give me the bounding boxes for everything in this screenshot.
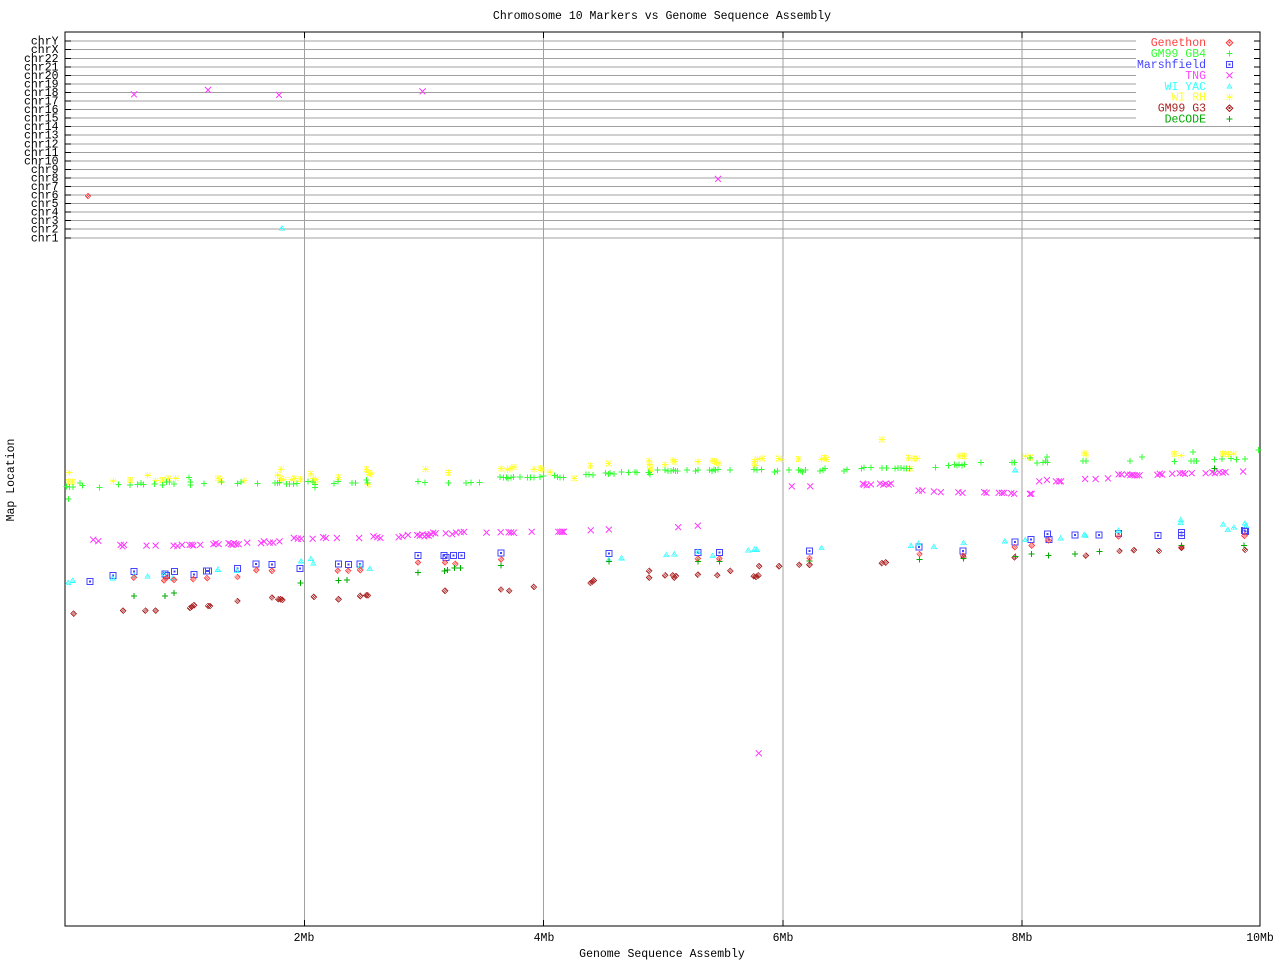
- svg-text:chr21: chr21: [24, 61, 59, 74]
- svg-text:2Mb: 2Mb: [294, 932, 315, 945]
- svg-text:chr11: chr11: [24, 147, 59, 160]
- svg-text:chr12: chr12: [24, 138, 59, 151]
- svg-text:Genethon: Genethon: [1151, 37, 1206, 50]
- svg-text:chr14: chr14: [24, 121, 59, 134]
- svg-text:chr6: chr6: [31, 190, 59, 203]
- svg-text:chr17: chr17: [24, 96, 59, 109]
- svg-text:chr1: chr1: [31, 232, 59, 245]
- svg-text:chr22: chr22: [24, 53, 59, 66]
- svg-text:TNG: TNG: [1185, 70, 1206, 83]
- svg-text:WI RH: WI RH: [1171, 92, 1206, 105]
- svg-text:chr9: chr9: [31, 164, 59, 177]
- svg-text:chr5: chr5: [31, 198, 59, 211]
- svg-text:6Mb: 6Mb: [773, 932, 794, 945]
- svg-text:Marshfield: Marshfield: [1137, 59, 1206, 72]
- svg-text:chr20: chr20: [24, 70, 59, 83]
- svg-text:chr13: chr13: [24, 130, 59, 143]
- svg-text:chr3: chr3: [31, 215, 59, 228]
- svg-text:chr10: chr10: [24, 155, 59, 168]
- svg-text:GM99 GB4: GM99 GB4: [1151, 48, 1206, 61]
- svg-text:chr2: chr2: [31, 224, 59, 237]
- svg-text:chr16: chr16: [24, 104, 59, 117]
- svg-text:chr19: chr19: [24, 78, 59, 91]
- svg-text:Chromosome 10 Markers vs Genom: Chromosome 10 Markers vs Genome Sequence…: [493, 10, 831, 23]
- svg-text:4Mb: 4Mb: [534, 932, 555, 945]
- svg-text:DeCODE: DeCODE: [1165, 114, 1207, 127]
- svg-text:chr15: chr15: [24, 113, 59, 126]
- svg-text:chrY: chrY: [31, 36, 59, 49]
- svg-text:Map Location: Map Location: [5, 439, 18, 522]
- svg-text:GM99 G3: GM99 G3: [1158, 103, 1206, 116]
- svg-text:8Mb: 8Mb: [1012, 932, 1033, 945]
- svg-text:10Mb: 10Mb: [1246, 932, 1274, 945]
- svg-text:Genome Sequence Assembly: Genome Sequence Assembly: [579, 948, 745, 960]
- svg-text:chr7: chr7: [31, 181, 59, 194]
- svg-text:WI YAC: WI YAC: [1165, 81, 1207, 94]
- svg-text:chrX: chrX: [31, 44, 59, 57]
- svg-text:chr4: chr4: [31, 207, 59, 220]
- svg-text:chr8: chr8: [31, 172, 59, 185]
- svg-text:chr18: chr18: [24, 87, 59, 100]
